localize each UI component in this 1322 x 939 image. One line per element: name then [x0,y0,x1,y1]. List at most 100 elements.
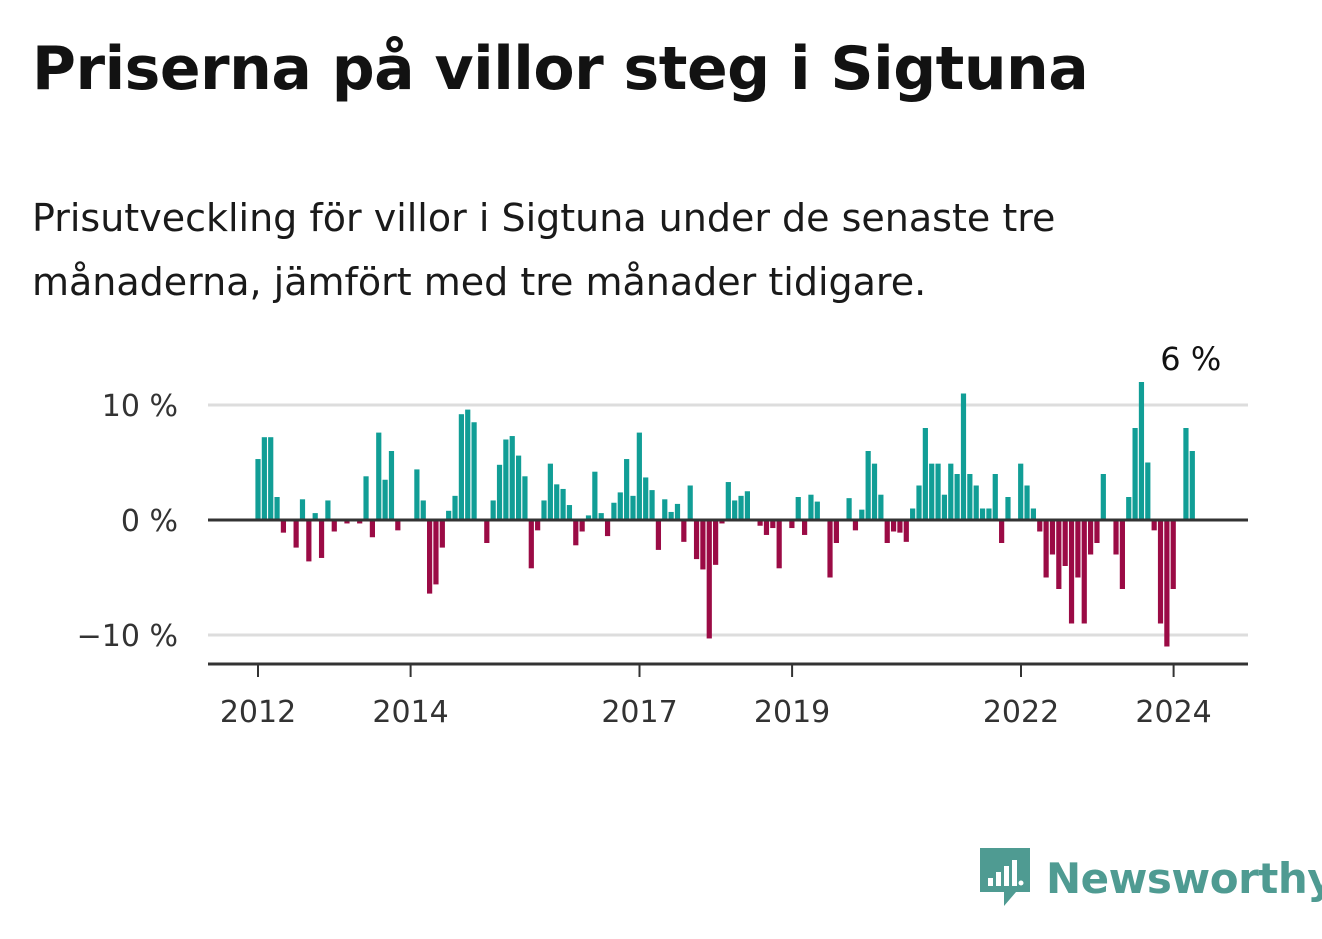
bar [1132,428,1138,520]
bar [827,520,833,578]
bar [592,471,598,520]
x-tick-label: 2014 [372,695,448,730]
bar [655,520,662,550]
bar [414,469,420,520]
bar [992,474,998,520]
bar [1151,520,1157,531]
bar [649,490,655,520]
bar [547,463,553,520]
bar [884,520,890,543]
bar [1081,520,1087,624]
newsworthy-brand: Newsworthy [980,848,1322,908]
bar [255,459,261,520]
bar [490,500,496,520]
bar [1126,497,1132,520]
bar [1049,520,1056,555]
bar [852,520,859,531]
bar [496,464,503,520]
bar [935,463,941,520]
bar [1018,463,1024,520]
axis-layer [208,518,1248,677]
bar [585,515,592,520]
bar [1189,451,1195,520]
bar [598,513,604,520]
bar [1157,520,1164,624]
bar [878,494,884,520]
bar [535,520,541,531]
bar [388,451,395,520]
bar [344,520,350,524]
bar [274,497,280,520]
price-change-bar-chart: 10 % 0 % −10 % 2012 2014 2017 2019 2022 2024 6 % [77,340,1248,730]
bar [859,509,865,520]
bar [560,488,566,520]
bar [662,499,668,520]
bar [1056,520,1062,589]
last-value-label: 6 % [1160,340,1221,378]
bar [357,520,363,524]
bar [528,520,534,569]
bar [541,500,547,520]
x-tick-label: 2024 [1135,695,1211,730]
bar [700,520,706,570]
bar [1164,520,1170,647]
bar [776,520,782,569]
bar [1183,428,1189,520]
newsworthy-logo-icon [980,848,1030,906]
bar [420,500,426,520]
bar [630,495,636,520]
bar [941,494,948,520]
bar [643,477,649,520]
bar [833,520,839,543]
x-tick-label: 2012 [220,695,296,730]
bar [910,508,916,520]
bar [865,451,871,520]
bar [312,513,318,520]
brand-name: Newsworthy [1046,853,1322,903]
bar [999,520,1005,543]
bar [1005,497,1011,520]
bar [573,520,579,546]
bar [376,432,382,520]
bar [674,503,681,520]
bar [1119,520,1125,589]
bar [306,520,312,562]
bar [732,500,738,520]
bar [503,439,509,520]
bar [814,501,820,520]
bar [604,520,611,537]
bar-layer [255,382,1195,647]
bar [681,520,687,542]
y-tick-label: −10 % [77,619,178,654]
bar [967,474,973,520]
bar [1088,520,1094,555]
grid-layer [208,403,1248,637]
label-layer: 10 % 0 % −10 % 2012 2014 2017 2019 2022 2024 6 % [77,340,1222,730]
bar [484,520,490,543]
bar [795,497,801,520]
bar [636,432,642,520]
bar [515,455,522,520]
bar [1138,382,1145,520]
bar [846,498,852,520]
bar [299,499,306,520]
bar [280,520,287,533]
bar [916,485,922,520]
bar [452,495,458,520]
bar [446,510,452,520]
bar [789,520,795,529]
bar [897,520,903,533]
bar [331,520,337,532]
bar [363,476,369,520]
bar [471,422,477,520]
bar [871,463,878,520]
bar [509,436,515,520]
bar [1145,462,1151,520]
bar [369,520,375,538]
bar [802,520,808,535]
bar [433,520,439,585]
bar [693,520,700,560]
bar [1043,520,1049,578]
bar [960,393,967,520]
bar [261,437,267,520]
